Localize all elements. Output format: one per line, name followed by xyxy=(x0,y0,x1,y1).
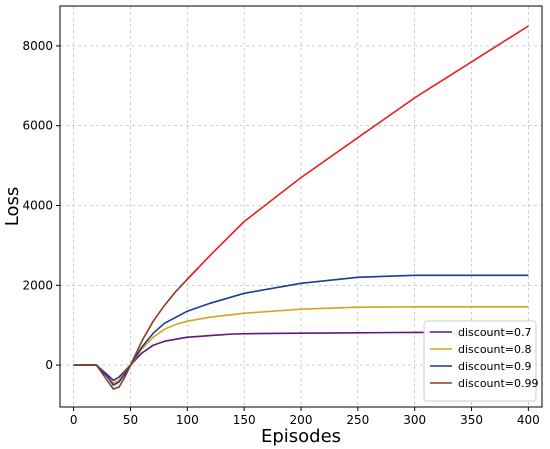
x-tick-label: 250 xyxy=(346,413,369,427)
x-axis-label: Episodes xyxy=(261,426,341,447)
x-tick-label: 0 xyxy=(70,413,78,427)
series-line-2 xyxy=(73,274,529,386)
x-tick-label: 400 xyxy=(517,413,540,427)
legend-label: discount=0.99 xyxy=(458,377,539,390)
legend: discount=0.7 discount=0.8 discount=0.9 disc… xyxy=(423,320,539,402)
ticks-group: 0 50 100 150 200 250 300 350 4000200040006000800… xyxy=(22,39,539,427)
y-tick-label: 8000 xyxy=(22,39,53,53)
y-tick-label: 0 xyxy=(45,358,53,372)
legend-label: discount=0.8 xyxy=(458,343,532,356)
y-axis-label: Loss xyxy=(2,187,23,226)
x-tick-label: 300 xyxy=(403,413,426,427)
x-tick-label: 50 xyxy=(123,413,138,427)
series-line-1 xyxy=(73,306,529,384)
x-tick-label: 350 xyxy=(460,413,483,427)
y-tick-label: 4000 xyxy=(22,199,53,213)
x-tick-label: 200 xyxy=(290,413,313,427)
y-tick-label: 2000 xyxy=(22,278,53,292)
x-tick-label: 150 xyxy=(233,413,256,427)
series-line-4 xyxy=(186,25,529,280)
legend-label: discount=0.7 xyxy=(458,326,532,339)
y-tick-label: 6000 xyxy=(22,119,53,133)
grid xyxy=(60,6,542,407)
x-tick-label: 100 xyxy=(176,413,199,427)
series-line-3 xyxy=(73,266,200,390)
legend-box xyxy=(423,320,537,402)
legend-label: discount=0.9 xyxy=(458,360,532,373)
